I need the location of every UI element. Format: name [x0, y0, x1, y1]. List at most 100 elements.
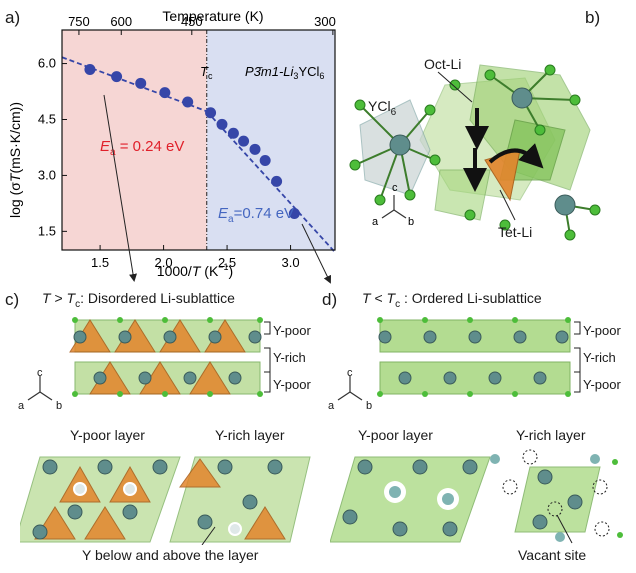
ea-high-E: E — [100, 138, 111, 155]
x-tick-label: 2.5 — [218, 255, 236, 270]
y-axis-label-T: T — [7, 172, 23, 182]
ycl6-label: YCl6 — [368, 98, 396, 118]
c-axis-a: a — [18, 400, 25, 412]
axis-triad-b — [381, 195, 407, 219]
d-title-sub: c — [395, 298, 401, 310]
data-point — [135, 77, 147, 89]
d-layer-2: Y-poor — [583, 377, 621, 392]
data-point — [227, 127, 239, 139]
x-axis-label-T: T — [192, 263, 202, 279]
c-rich-label: Y-rich layer — [215, 427, 285, 443]
axis-a-b: a — [372, 216, 379, 228]
d-axis-a: a — [328, 400, 335, 412]
plot-frame — [61, 29, 336, 251]
tc-label-sub: c — [208, 71, 213, 81]
tc-label: Tc — [200, 64, 213, 81]
data-point — [159, 87, 171, 99]
y-atom — [511, 87, 533, 109]
d-title-rest: : Ordered Li-sublattice — [400, 290, 542, 306]
oct-li-label: Oct-Li — [424, 56, 462, 72]
d-layer-1: Y-rich — [583, 350, 616, 365]
tet-li-label: Tet-Li — [498, 224, 533, 240]
panel-label-c: c) — [5, 290, 20, 309]
phase-label-mid: YCl — [298, 64, 319, 79]
phase-label-sub3: 3 — [293, 71, 298, 81]
data-point — [249, 143, 261, 155]
tet-li-leader — [499, 189, 516, 221]
panel-c-title: T > Tc: Disordered Li-sublattice — [42, 290, 235, 310]
axis-b-b: b — [408, 216, 414, 228]
data-point — [259, 155, 271, 167]
data-point — [271, 175, 283, 187]
c-title-T: T — [42, 290, 51, 306]
y-tick-label: 1.5 — [38, 223, 56, 238]
y-atom — [554, 194, 576, 216]
x-axis-label-unit: (K — [200, 263, 219, 279]
top-axis-label: Temperature (K) — [162, 8, 263, 24]
d-poor-label: Y-poor layer — [358, 427, 433, 443]
c-layer-0: Y-poor — [273, 323, 311, 338]
ea-high-value: = 0.24 eV — [116, 138, 185, 155]
d-rich-label: Y-rich layer — [516, 427, 586, 443]
axis-c-b: c — [392, 182, 398, 194]
c-title-sub: c — [75, 298, 81, 310]
d-axis-c: c — [347, 367, 353, 379]
data-point — [182, 96, 194, 108]
top-tick-label: 600 — [110, 14, 132, 29]
panel-label-b: b) — [585, 8, 601, 27]
x-axis-ticks: 1.5 2.0 2.5 3.0 — [91, 245, 300, 270]
top-tick-label: 750 — [68, 14, 90, 29]
curved-hop-arrow — [488, 143, 544, 169]
c-layer-1: Y-rich — [273, 350, 306, 365]
y-tick-label: 6.0 — [38, 56, 56, 71]
ea-low-E: E — [218, 205, 229, 222]
ea-low-value: =0.74 eV — [234, 205, 294, 222]
top-tick-label: 300 — [314, 14, 336, 29]
phase-label-main: P3̄m1-Li — [245, 64, 295, 79]
y-axis-label-pre: log (σ — [7, 182, 23, 218]
d-title-lt: < — [370, 290, 387, 306]
y-axis-label: log (σT(mS·K/cm)) — [7, 102, 23, 218]
x-tick-label: 3.0 — [282, 255, 300, 270]
phase-label-sub6: 6 — [319, 71, 324, 81]
oct-li-leader — [437, 71, 473, 103]
d-title-Tc: T — [386, 290, 396, 306]
y-axis-label-post: (mS·K/cm)) — [7, 102, 23, 174]
y-axis-ticks: 1.5 3.0 4.5 6.0 — [38, 56, 67, 238]
d-footnote: Vacant site — [518, 547, 587, 563]
phase-label: P3̄m1-Li3YCl6 — [245, 64, 324, 81]
arrhenius-chart: 1.5 2.0 2.5 3.0 1.5 3.0 4.5 6.0 750 600 450 300 T… — [7, 8, 336, 284]
x-tick-label: 1.5 — [91, 255, 109, 270]
panel-d-title: T < Tc : Ordered Li-sublattice — [362, 290, 542, 310]
x-tick-label: 2.0 — [155, 255, 173, 270]
structure-c-side — [27, 317, 271, 401]
arrow-to-disordered — [103, 94, 137, 282]
top-tick-label: 450 — [181, 14, 203, 29]
y-tick-label: 3.0 — [38, 167, 56, 182]
top-axis-ticks: 750 600 450 300 — [68, 14, 336, 35]
x-axis-label-exp: −1 — [218, 262, 228, 272]
c-title-gt: > — [50, 290, 67, 306]
ea-low-label: Ea=0.74 eV — [218, 205, 294, 225]
ycl6-text: YCl — [368, 98, 391, 114]
structure-d-top — [330, 449, 623, 544]
c-layer-2: Y-poor — [273, 377, 311, 392]
low-temperature-region — [206, 30, 335, 250]
c-axis-c: c — [37, 367, 43, 379]
data-points — [84, 64, 300, 219]
x-axis-label-pre: 1000/ — [157, 263, 192, 279]
data-point — [238, 135, 250, 147]
x-axis-label: 1000/T (K−1) — [157, 262, 233, 279]
tc-label-T: T — [200, 64, 209, 79]
c-title-rest: : Disordered Li-sublattice — [80, 290, 235, 306]
structure-d-side — [337, 317, 581, 401]
data-point — [216, 118, 228, 130]
panel-label-d: d) — [322, 290, 338, 309]
y-tick-label: 4.5 — [38, 111, 56, 126]
panel-label-a: a) — [5, 8, 21, 27]
d-layer-0: Y-poor — [583, 323, 621, 338]
data-point — [205, 107, 217, 119]
data-point — [111, 71, 123, 83]
arrow-to-ordered — [301, 223, 331, 284]
structure-c-top — [20, 456, 311, 545]
